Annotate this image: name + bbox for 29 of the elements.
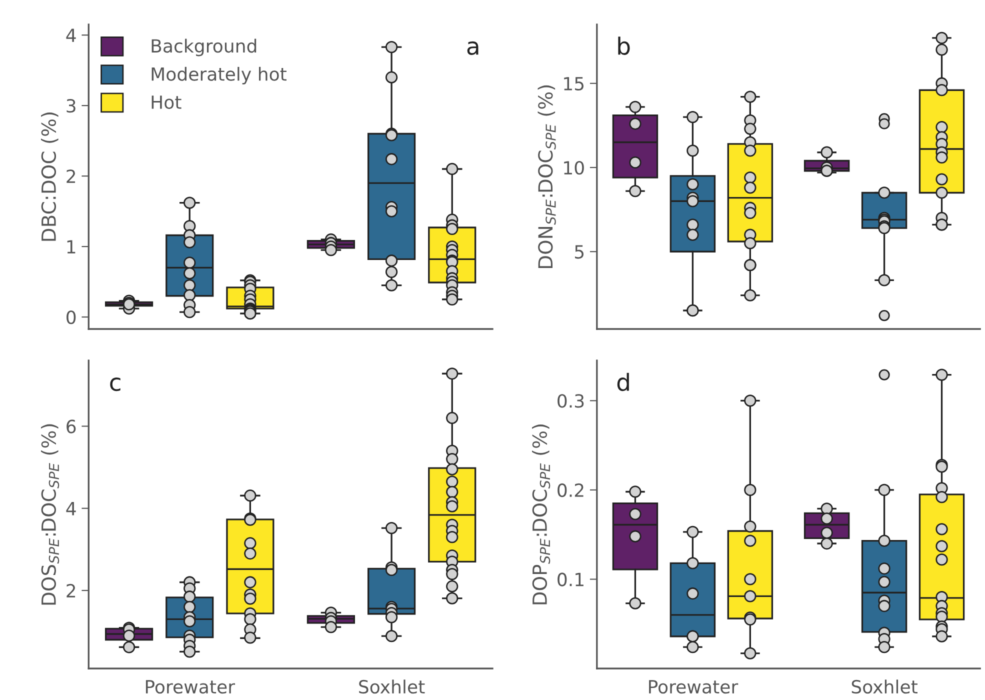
legend-label: Background (152, 38, 256, 56)
x-tick-label: Porewater (649, 680, 738, 694)
y-axis-title: DOS$_{SPE}$:DOC$_{SPE}$ (%) (40, 424, 60, 605)
y-tick-label: 2 (66, 584, 76, 598)
y-tick-label: 15 (564, 77, 584, 90)
y-tick-label: 0.2 (558, 483, 584, 498)
y-tick-label: 4 (66, 502, 76, 516)
y-tick-label: 0.1 (558, 572, 584, 586)
y-tick-label: 0.3 (558, 394, 584, 408)
annotation: d (617, 372, 629, 392)
annotation: b (618, 36, 630, 55)
y-tick-label: 3 (66, 99, 76, 113)
x-tick-label: Soxhlet (852, 680, 918, 694)
y-axis-title: DOP$_{SPE}$:DOC$_{SPE}$ (%) (532, 424, 550, 604)
y-axis-title: DBC:DOC (%) (41, 112, 58, 241)
x-tick-label: Porewater (146, 680, 236, 694)
y-tick-label: 6 (66, 420, 76, 434)
legend-label: Hot (152, 96, 182, 110)
annotation: a (467, 41, 478, 55)
legend-label: Moderately hot (152, 66, 286, 84)
y-axis-title: DON$_{SPE}$:DOC$_{SPE}$ (%) (538, 85, 556, 268)
y-tick-label: 0 (66, 310, 76, 324)
y-tick-label: 10 (564, 160, 584, 175)
x-tick-label: Soxhlet (359, 680, 425, 694)
annotation: c (110, 378, 120, 392)
y-tick-label: 4 (66, 28, 76, 42)
y-tick-label: 5 (575, 245, 584, 259)
y-tick-label: 2 (66, 170, 76, 183)
y-tick-label: 1 (67, 240, 76, 254)
